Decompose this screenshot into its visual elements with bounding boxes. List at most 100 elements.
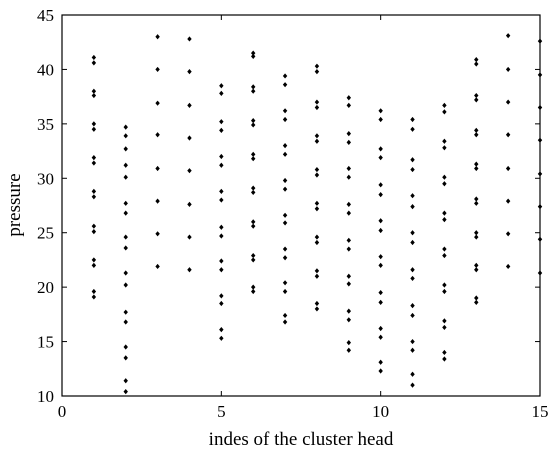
axis-ticks bbox=[61, 14, 541, 397]
data-point bbox=[250, 185, 256, 191]
data-point bbox=[155, 34, 160, 40]
data-point bbox=[282, 312, 288, 319]
data-point bbox=[282, 73, 288, 79]
data-point bbox=[442, 181, 447, 187]
data-point bbox=[442, 282, 447, 288]
y-tick-label: 10 bbox=[37, 387, 54, 406]
data-point bbox=[442, 324, 447, 331]
data-point bbox=[442, 252, 447, 259]
data-point bbox=[537, 203, 543, 210]
data-point bbox=[474, 230, 479, 236]
x-tick-label: 10 bbox=[372, 402, 389, 421]
data-point bbox=[219, 300, 224, 307]
data-point bbox=[442, 102, 447, 108]
data-point bbox=[155, 198, 160, 204]
data-point bbox=[123, 162, 128, 168]
data-point bbox=[346, 317, 352, 323]
x-tick-label: 0 bbox=[58, 402, 67, 421]
data-point bbox=[250, 151, 256, 157]
data-point bbox=[91, 288, 97, 295]
data-point bbox=[219, 127, 224, 133]
x-tick-label: 15 bbox=[532, 402, 549, 421]
data-point bbox=[250, 284, 256, 290]
data-point bbox=[250, 288, 256, 295]
y-tick-label: 25 bbox=[37, 224, 54, 243]
data-point bbox=[378, 182, 383, 188]
data-point bbox=[474, 57, 479, 63]
data-point bbox=[346, 237, 352, 243]
data-point bbox=[123, 146, 128, 152]
data-point bbox=[91, 60, 97, 66]
data-point bbox=[378, 192, 383, 198]
data-point bbox=[314, 69, 320, 75]
data-point bbox=[410, 382, 415, 388]
data-point bbox=[442, 246, 447, 252]
data-point bbox=[537, 236, 543, 242]
data-point bbox=[410, 312, 415, 319]
y-tick-label: 35 bbox=[37, 115, 54, 134]
x-tick-label: 5 bbox=[217, 402, 226, 421]
data-point bbox=[410, 166, 415, 173]
data-points bbox=[91, 33, 543, 395]
data-point bbox=[91, 160, 97, 166]
y-tick-label: 15 bbox=[37, 333, 54, 352]
y-tick-label: 20 bbox=[37, 278, 54, 297]
data-point bbox=[123, 210, 128, 216]
data-point bbox=[219, 258, 224, 264]
data-point bbox=[187, 69, 192, 75]
data-point bbox=[346, 201, 352, 208]
data-point bbox=[314, 273, 320, 279]
data-point bbox=[91, 88, 97, 94]
data-point bbox=[537, 38, 543, 44]
data-point bbox=[474, 132, 479, 138]
data-point bbox=[346, 139, 352, 145]
data-point bbox=[378, 146, 383, 152]
data-point bbox=[187, 201, 192, 208]
data-point bbox=[155, 132, 160, 138]
data-point bbox=[505, 231, 511, 237]
data-point bbox=[219, 153, 224, 160]
y-tick-label: 40 bbox=[37, 60, 54, 79]
axis-tick-labels: 0 5 10 15 10 15 20 25 30 35 40 45 bbox=[37, 6, 549, 421]
data-point bbox=[346, 210, 352, 216]
data-point bbox=[378, 368, 383, 374]
data-point bbox=[378, 155, 383, 161]
data-point bbox=[410, 275, 415, 282]
data-point bbox=[91, 229, 97, 235]
data-point bbox=[314, 239, 320, 246]
data-point bbox=[219, 233, 224, 239]
data-point bbox=[346, 246, 352, 252]
data-point bbox=[123, 133, 128, 139]
data-point bbox=[219, 197, 224, 203]
data-point bbox=[474, 92, 479, 99]
data-point bbox=[155, 66, 160, 73]
data-point bbox=[378, 116, 383, 123]
data-point bbox=[410, 126, 415, 132]
data-point bbox=[250, 84, 256, 90]
data-point bbox=[282, 116, 288, 123]
data-point bbox=[187, 102, 192, 108]
data-point bbox=[346, 102, 352, 108]
data-point bbox=[442, 288, 447, 295]
data-point bbox=[123, 344, 128, 350]
data-point bbox=[442, 349, 447, 356]
data-point bbox=[155, 165, 160, 172]
data-point bbox=[314, 300, 320, 307]
data-point bbox=[250, 257, 256, 263]
data-point bbox=[187, 135, 192, 141]
data-point bbox=[410, 157, 415, 163]
data-point bbox=[410, 230, 415, 236]
data-point bbox=[474, 267, 479, 273]
data-point bbox=[505, 33, 511, 39]
data-point bbox=[537, 72, 543, 78]
data-point bbox=[219, 293, 224, 299]
data-point bbox=[346, 273, 352, 279]
data-point bbox=[91, 262, 97, 268]
data-point bbox=[378, 334, 383, 340]
y-tick-label: 45 bbox=[37, 6, 54, 25]
data-point bbox=[537, 171, 543, 177]
data-point bbox=[378, 325, 383, 332]
data-point bbox=[505, 198, 511, 204]
data-point bbox=[474, 161, 479, 167]
